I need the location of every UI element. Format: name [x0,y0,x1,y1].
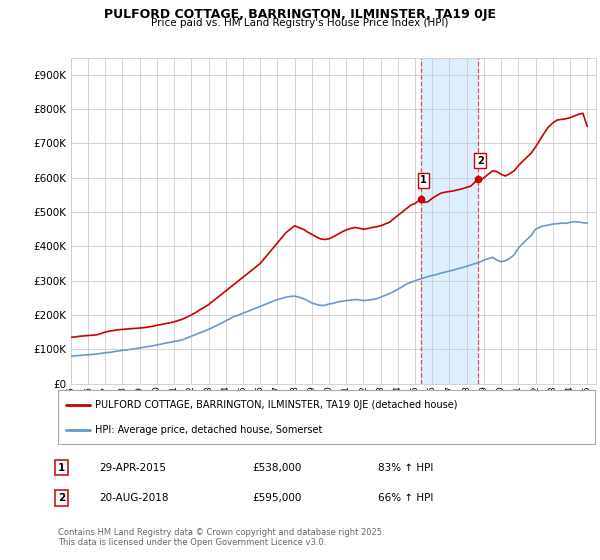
Text: HPI: Average price, detached house, Somerset: HPI: Average price, detached house, Some… [95,425,323,435]
Text: 29-APR-2015: 29-APR-2015 [99,463,166,473]
Text: 1: 1 [420,175,427,185]
Text: 20-AUG-2018: 20-AUG-2018 [99,493,169,503]
Text: £595,000: £595,000 [252,493,301,503]
Text: Price paid vs. HM Land Registry's House Price Index (HPI): Price paid vs. HM Land Registry's House … [151,18,449,28]
Text: 66% ↑ HPI: 66% ↑ HPI [378,493,433,503]
Text: 1: 1 [58,463,65,473]
Text: 2: 2 [477,156,484,166]
Text: PULFORD COTTAGE, BARRINGTON, ILMINSTER, TA19 0JE: PULFORD COTTAGE, BARRINGTON, ILMINSTER, … [104,8,496,21]
Text: £538,000: £538,000 [252,463,301,473]
Text: PULFORD COTTAGE, BARRINGTON, ILMINSTER, TA19 0JE (detached house): PULFORD COTTAGE, BARRINGTON, ILMINSTER, … [95,400,458,410]
Text: 2: 2 [58,493,65,503]
Bar [421,58,478,384]
Text: 83% ↑ HPI: 83% ↑ HPI [378,463,433,473]
Text: Contains HM Land Registry data © Crown copyright and database right 2025.
This d: Contains HM Land Registry data © Crown c… [58,528,385,547]
